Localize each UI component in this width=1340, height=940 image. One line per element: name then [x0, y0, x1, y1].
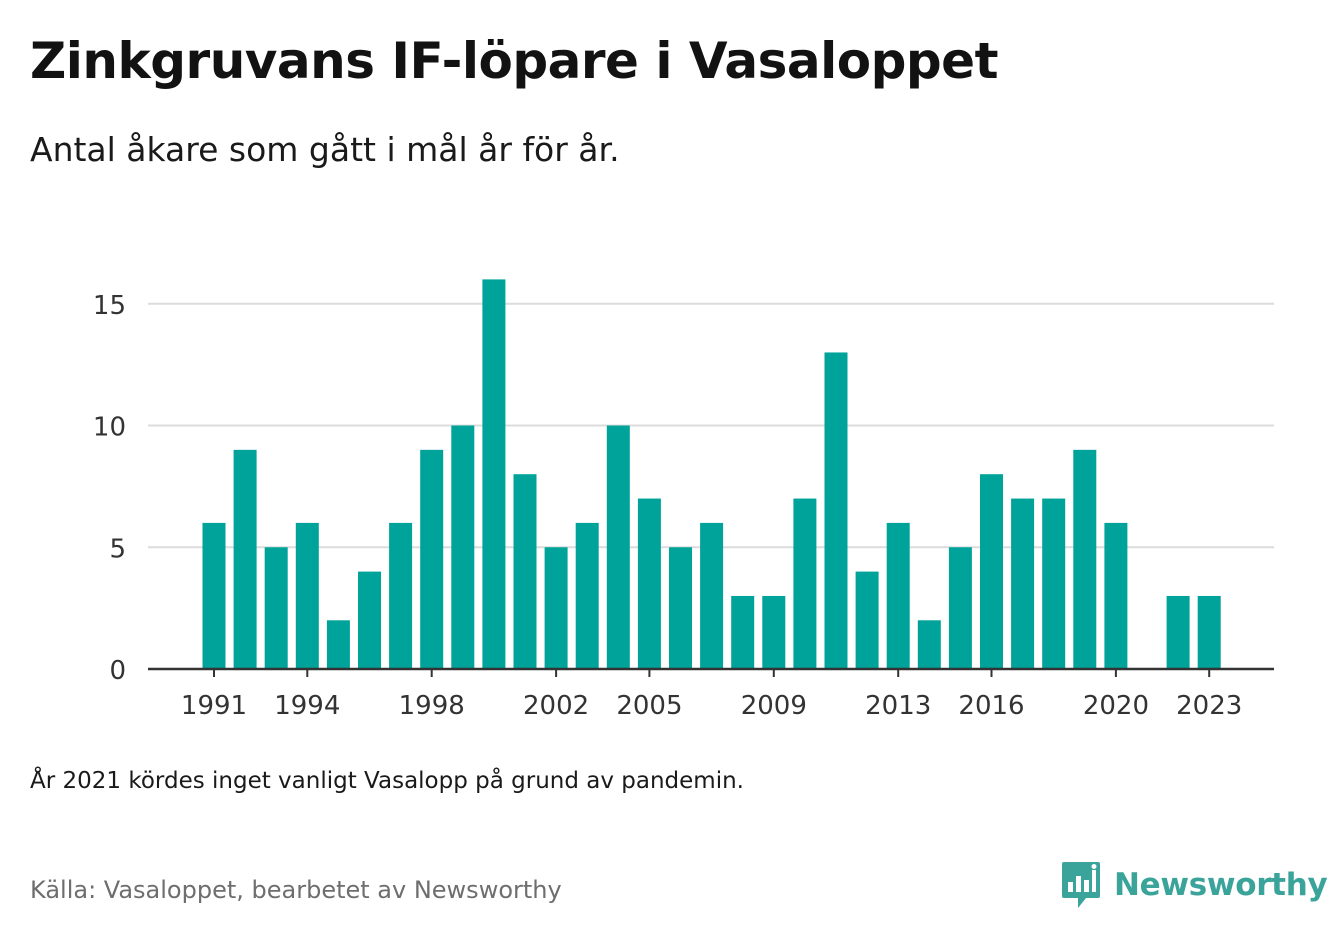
x-tick-label: 2009: [741, 691, 807, 721]
bars: [202, 279, 1221, 669]
bar-2019: [1073, 449, 1097, 669]
x-tick-label: 2013: [865, 691, 931, 721]
bar-1993: [264, 547, 288, 669]
bar-1999: [451, 425, 475, 669]
bar-2017: [1011, 498, 1035, 669]
bar-1995: [326, 620, 350, 669]
bar-2013: [886, 522, 910, 669]
bar-2012: [855, 571, 879, 669]
x-tick-label: 1991: [181, 691, 247, 721]
bar-1992: [233, 449, 257, 669]
bar-2006: [669, 547, 692, 669]
y-tick-label: 10: [93, 413, 126, 443]
y-tick-label: 5: [109, 534, 126, 564]
x-tick-label: 2023: [1176, 691, 1242, 721]
x-tick-label: 2002: [523, 691, 589, 721]
bar-2014: [917, 620, 941, 669]
x-tick-label: 2005: [616, 691, 682, 721]
bar-2005: [637, 498, 661, 669]
x-tick-label: 2016: [958, 691, 1024, 721]
y-tick-label: 15: [93, 291, 126, 321]
gridlines: [148, 302, 1274, 549]
newsworthy-logo-icon: [1062, 862, 1100, 908]
chart-note: År 2021 kördes inget vanligt Vasalopp på…: [30, 768, 744, 794]
brand-logo: Newsworthy: [1060, 860, 1328, 910]
bar-2008: [731, 595, 755, 669]
bar-2016: [980, 474, 1003, 669]
bar-1991: [202, 522, 226, 669]
bar-2004: [606, 425, 630, 669]
bar-2015: [948, 547, 972, 669]
bar-1998: [420, 449, 444, 669]
x-axis-ticks: 1991 1994 1998 2002 2005 2009 2013 2016 2020 2023: [181, 669, 1242, 721]
x-tick-label: 1998: [399, 691, 465, 721]
x-tick-label: 2020: [1083, 691, 1149, 721]
bar-2001: [513, 474, 537, 669]
bar-2003: [575, 522, 599, 669]
bar-1997: [389, 522, 413, 669]
chart-title: Zinkgruvans IF-löpare i Vasaloppet: [30, 32, 999, 90]
bar-2011: [824, 352, 848, 669]
bar-2022: [1166, 595, 1190, 669]
bar-2018: [1042, 498, 1066, 669]
x-tick-label: 1994: [274, 691, 340, 721]
source-text: Källa: Vasaloppet, bearbetet av Newswort…: [30, 876, 562, 904]
chart-subtitle: Antal åkare som gått i mål år för år.: [30, 130, 620, 169]
bar-2007: [700, 522, 724, 669]
bar-1996: [358, 571, 381, 669]
bar-2020: [1104, 522, 1128, 669]
bar-2002: [544, 547, 568, 669]
bar-1994: [295, 522, 319, 669]
bar-2023: [1197, 595, 1221, 669]
y-axis-ticks: 0 5 10 15: [93, 291, 126, 686]
bar-2000: [482, 279, 506, 669]
bar-2009: [762, 595, 786, 669]
bar-2010: [793, 498, 817, 669]
y-tick-label: 0: [109, 656, 126, 686]
brand-name: Newsworthy: [1114, 867, 1328, 903]
